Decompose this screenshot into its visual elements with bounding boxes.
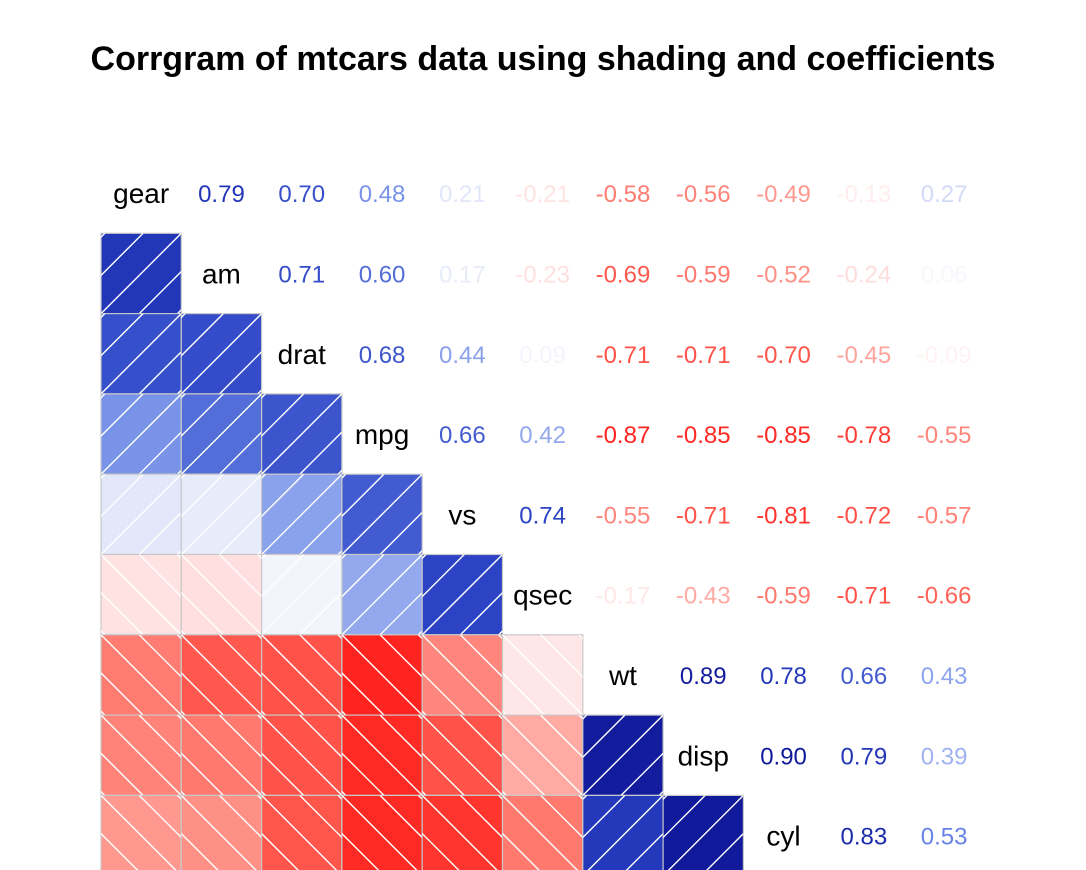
coef-qsec-wt: -0.17 (596, 583, 651, 610)
coef-gear-wt: -0.58 (596, 181, 651, 208)
variable-label-am: am (202, 258, 241, 289)
shade-cell-wt-vs (421, 634, 504, 716)
coef-mpg-carb: -0.55 (917, 422, 972, 449)
coef-gear-cyl: -0.49 (756, 181, 811, 208)
shade-cell-vs-gear (100, 473, 182, 556)
coef-mpg-disp: -0.85 (676, 422, 731, 449)
chart-title: Corrgram of mtcars data using shading an… (91, 40, 996, 78)
upper-panel-coefficients: 0.79 0.70 0.48 0.21 -0.21 -0.58 -0.56 -0.49 -0.1… (198, 181, 972, 851)
variable-label-drat: drat (278, 339, 326, 370)
coef-gear-disp: -0.56 (676, 181, 731, 208)
shade-cell-qsec-vs (421, 553, 504, 636)
coef-drat-mpg: 0.68 (359, 342, 406, 369)
coef-disp-carb: 0.39 (921, 743, 968, 770)
shade-cell-wt-am (180, 634, 263, 716)
coef-drat-carb: -0.09 (917, 342, 972, 369)
coef-wt-disp: 0.89 (680, 663, 727, 690)
coef-qsec-carb: -0.66 (917, 583, 972, 610)
coef-am-vs: 0.17 (439, 261, 486, 288)
variable-label-disp: disp (678, 740, 729, 771)
coef-drat-wt: -0.71 (596, 342, 651, 369)
diagonal-variable-labels: gearamdratmpgvsqsecwtdispcylhpcarb (113, 178, 801, 852)
coef-drat-vs: 0.44 (439, 342, 486, 369)
coef-am-wt: -0.69 (596, 261, 651, 288)
shade-cell-qsec-mpg (341, 553, 423, 636)
coef-vs-disp: -0.71 (676, 502, 731, 529)
coef-mpg-cyl: -0.85 (756, 422, 811, 449)
coef-drat-disp: -0.71 (676, 342, 731, 369)
variable-label-gear: gear (113, 178, 169, 209)
coef-gear-qsec: -0.21 (515, 181, 570, 208)
shade-cell-cyl-gear (100, 794, 182, 870)
variable-label-wt: wt (608, 660, 637, 691)
coef-vs-cyl: -0.81 (756, 502, 811, 529)
shade-cell-vs-drat (261, 473, 343, 556)
coef-gear-mpg: 0.48 (359, 181, 406, 208)
shade-cell-mpg-am (180, 393, 263, 475)
coef-qsec-disp: -0.43 (676, 583, 731, 610)
lower-panel-cells (100, 232, 744, 870)
coef-wt-carb: 0.43 (921, 663, 968, 690)
shade-cell-wt-gear (100, 634, 182, 716)
shade-cell-cyl-wt (582, 794, 664, 870)
coef-am-cyl: -0.52 (756, 261, 811, 288)
shade-cell-disp-am (180, 714, 263, 796)
shade-cell-wt-qsec (501, 634, 584, 716)
shade-cell-cyl-am (180, 794, 263, 870)
coef-am-mpg: 0.60 (359, 261, 406, 288)
coef-drat-cyl: -0.70 (756, 342, 811, 369)
coef-am-carb: 0.06 (921, 261, 968, 288)
coef-disp-cyl: 0.90 (760, 743, 807, 770)
coef-am-disp: -0.59 (676, 261, 731, 288)
coef-gear-hp: -0.13 (836, 181, 891, 208)
shade-cell-vs-am (180, 473, 263, 556)
coef-gear-carb: 0.27 (921, 181, 968, 208)
coef-vs-hp: -0.72 (836, 502, 891, 529)
shade-cell-cyl-mpg (341, 794, 423, 870)
variable-label-vs: vs (448, 499, 476, 530)
coef-gear-vs: 0.21 (439, 181, 486, 208)
coef-vs-carb: -0.57 (917, 502, 972, 529)
coef-wt-hp: 0.66 (840, 663, 887, 690)
coef-cyl-carb: 0.53 (921, 824, 968, 851)
coef-gear-am: 0.79 (198, 181, 245, 208)
coef-vs-wt: -0.55 (596, 502, 651, 529)
shade-cell-wt-drat (261, 634, 343, 716)
variable-label-cyl: cyl (766, 821, 800, 852)
shade-cell-disp-mpg (341, 714, 423, 796)
shade-cell-cyl-vs (421, 794, 504, 870)
coef-disp-hp: 0.79 (840, 743, 887, 770)
shade-cell-am-gear (100, 232, 182, 315)
variable-label-mpg: mpg (355, 419, 409, 450)
coef-gear-drat: 0.70 (278, 181, 325, 208)
coef-qsec-hp: -0.71 (836, 583, 891, 610)
coef-cyl-hp: 0.83 (840, 824, 887, 851)
shade-cell-mpg-drat (261, 393, 343, 475)
coef-vs-qsec: 0.74 (519, 502, 566, 529)
coef-drat-hp: -0.45 (836, 342, 891, 369)
coef-drat-qsec: 0.09 (519, 342, 566, 369)
variable-label-qsec: qsec (513, 580, 572, 611)
coef-wt-cyl: 0.78 (760, 663, 807, 690)
shade-cell-cyl-disp (662, 794, 744, 870)
coef-am-qsec: -0.23 (515, 261, 570, 288)
shade-cell-cyl-qsec (501, 794, 584, 870)
coef-mpg-wt: -0.87 (596, 422, 651, 449)
coef-mpg-hp: -0.78 (836, 422, 891, 449)
shade-cell-disp-wt (582, 714, 664, 796)
coef-qsec-cyl: -0.59 (756, 583, 811, 610)
coef-am-hp: -0.24 (836, 261, 891, 288)
coef-mpg-qsec: 0.42 (519, 422, 566, 449)
shade-cell-cyl-drat (261, 794, 343, 870)
shade-cell-mpg-gear (100, 393, 182, 475)
coef-am-drat: 0.71 (278, 261, 325, 288)
shade-cell-disp-drat (261, 714, 343, 796)
coef-mpg-vs: 0.66 (439, 422, 486, 449)
